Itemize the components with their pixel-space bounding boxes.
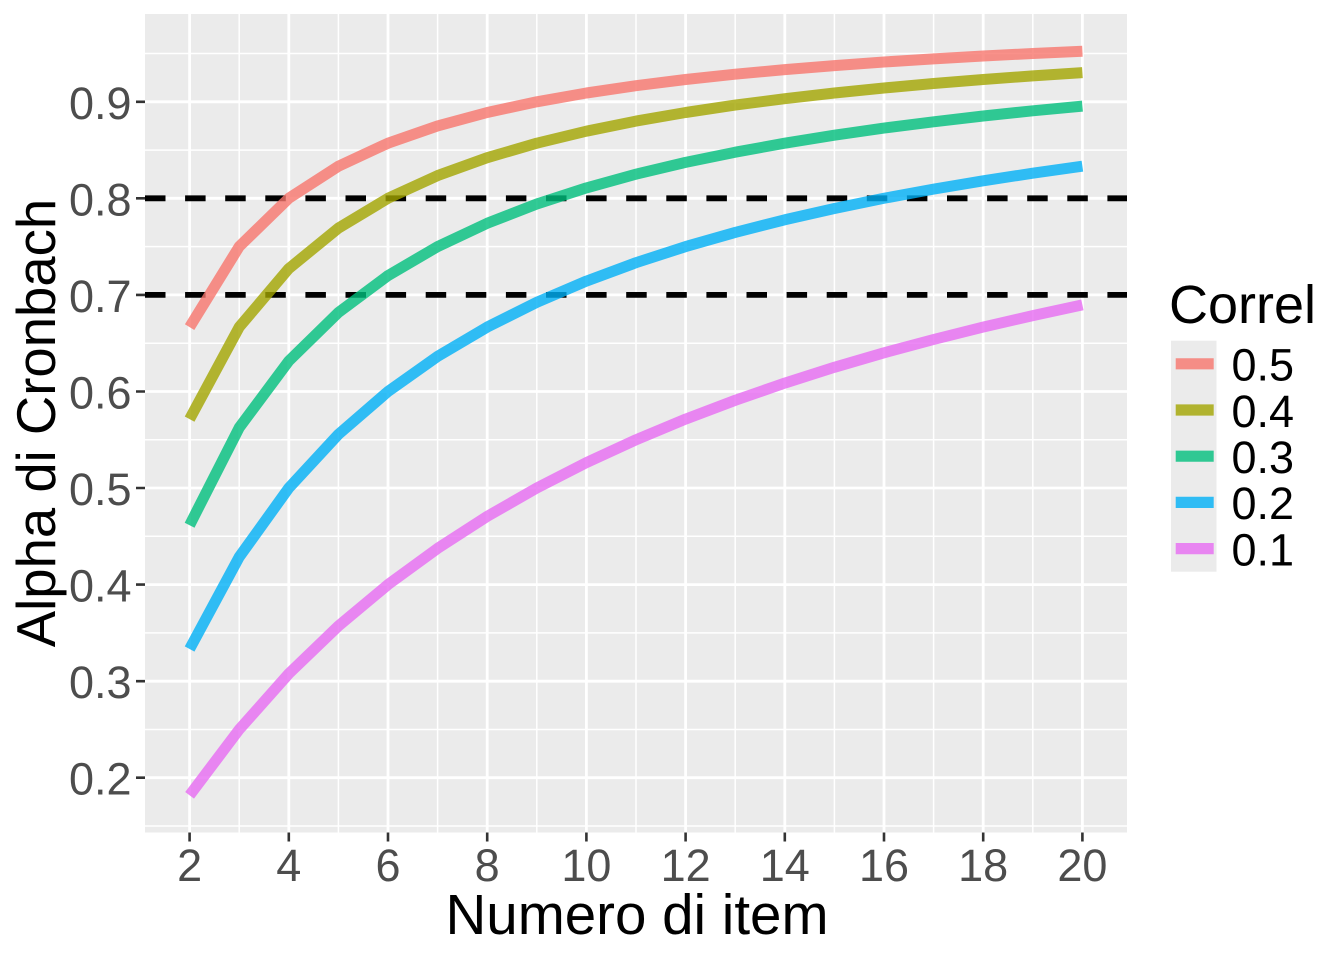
svg-text:0.6: 0.6 (69, 368, 132, 419)
svg-text:18: 18 (958, 840, 1008, 891)
svg-text:0.3: 0.3 (69, 657, 132, 708)
svg-text:12: 12 (661, 840, 711, 891)
svg-text:0.8: 0.8 (69, 174, 132, 225)
svg-text:4: 4 (276, 840, 301, 891)
svg-text:0.7: 0.7 (69, 271, 132, 322)
svg-text:0.3: 0.3 (1232, 432, 1295, 483)
svg-text:14: 14 (760, 840, 810, 891)
svg-text:8: 8 (475, 840, 500, 891)
svg-text:2: 2 (177, 840, 202, 891)
svg-text:Numero di item: Numero di item (445, 883, 828, 946)
svg-text:0.4: 0.4 (69, 561, 132, 612)
svg-text:0.5: 0.5 (69, 464, 132, 515)
svg-text:0.2: 0.2 (69, 754, 132, 805)
svg-text:0.5: 0.5 (1232, 340, 1295, 391)
svg-text:0.4: 0.4 (1232, 386, 1295, 437)
svg-text:16: 16 (859, 840, 909, 891)
svg-text:Alpha di Cronbach: Alpha di Cronbach (6, 199, 67, 647)
svg-text:20: 20 (1057, 840, 1107, 891)
svg-text:0.2: 0.2 (1232, 478, 1295, 529)
svg-text:0.9: 0.9 (69, 78, 132, 129)
svg-text:6: 6 (375, 840, 400, 891)
svg-text:10: 10 (561, 840, 611, 891)
svg-text:Correl: Correl (1169, 275, 1316, 335)
svg-text:0.1: 0.1 (1232, 524, 1295, 575)
